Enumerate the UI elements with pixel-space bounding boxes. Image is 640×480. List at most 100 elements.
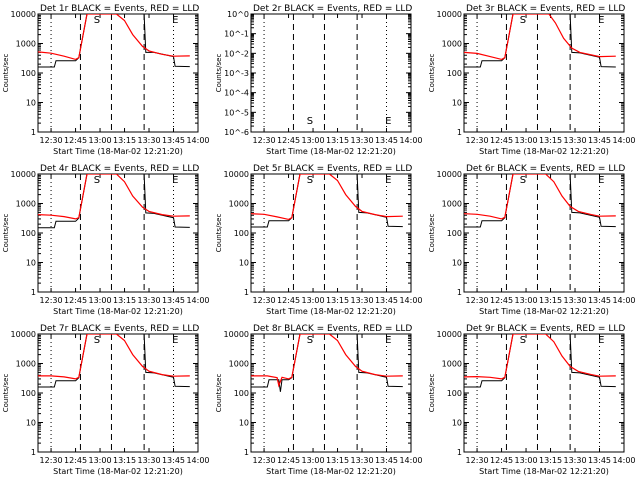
x-tick-label: 14:00 (186, 456, 209, 465)
flag-marker-s: S (520, 335, 526, 346)
x-tick-label: 13:00 (515, 136, 538, 145)
chart-title: Det 2r BLACK = Events, RED = LLD (253, 4, 412, 14)
x-axis-label: Start Time (18-Mar-02 12:21:20) (266, 467, 396, 476)
events-series-line (251, 334, 403, 392)
x-tick-label: 13:15 (326, 136, 349, 145)
flag-marker-e: E (172, 15, 178, 26)
x-axis-label: Start Time (18-Mar-02 12:21:20) (53, 147, 183, 156)
x-axis-label: Start Time (18-Mar-02 12:21:20) (479, 467, 609, 476)
x-tick-label: 13:30 (350, 136, 373, 145)
flag-marker-e: E (385, 116, 391, 127)
detector-panel-7: Det 7r BLACK = Events, RED = LLD 12:30 12:… (2, 324, 210, 476)
events-series-line (464, 174, 616, 228)
y-tick-label: 1000 (442, 40, 462, 49)
detector-panel-2: Det 2r BLACK = Events, RED = LLD 12:30 12:… (215, 4, 423, 156)
chart-title: Det 6r BLACK = Events, RED = LLD (466, 164, 625, 174)
chart-title: Det 9r BLACK = Events, RED = LLD (466, 324, 625, 334)
y-tick-label: 10^-4 (224, 89, 249, 98)
flag-marker-e: E (172, 175, 178, 186)
x-tick-label: 12:30 (253, 136, 276, 145)
x-tick-label: 13:30 (137, 456, 160, 465)
y-tick-label: 10^-2 (224, 49, 249, 58)
y-tick-label: 100 (447, 389, 462, 398)
x-tick-label: 12:30 (466, 136, 489, 145)
detector-panel-4: Det 4r BLACK = Events, RED = LLD 12:30 12:… (2, 164, 210, 316)
x-tick-label: 14:00 (186, 296, 209, 305)
y-axis-label: Counts/sec (2, 214, 10, 253)
flag-marker-e: E (385, 335, 391, 346)
y-tick-label: 1 (31, 448, 36, 457)
chart-title: Det 5r BLACK = Events, RED = LLD (253, 164, 412, 174)
x-tick-label: 14:00 (612, 136, 635, 145)
flag-marker-s: S (94, 335, 100, 346)
x-tick-label: 12:45 (490, 456, 513, 465)
x-tick-label: 13:00 (302, 136, 325, 145)
y-tick-label: 1 (31, 288, 36, 297)
x-tick-label: 13:30 (563, 296, 586, 305)
y-axis-label: Counts/sec (215, 374, 223, 413)
x-tick-label: 13:00 (89, 136, 112, 145)
y-tick-label: 10^-6 (224, 128, 249, 137)
y-tick-label: 1000 (442, 200, 462, 209)
y-tick-label: 1 (457, 128, 462, 137)
lld-series-line (251, 174, 403, 221)
flag-marker-s: S (307, 335, 313, 346)
y-axis-label: Counts/sec (428, 374, 436, 413)
y-tick-label: 10^-5 (224, 108, 249, 117)
x-tick-label: 13:00 (515, 456, 538, 465)
y-tick-label: 1000 (442, 360, 462, 369)
events-series-line (464, 14, 616, 68)
y-tick-label: 10000 (11, 170, 36, 179)
y-tick-label: 10 (452, 259, 462, 268)
lld-series-line (38, 14, 190, 61)
x-axis-label: Start Time (18-Mar-02 12:21:20) (53, 467, 183, 476)
detector-panel-9: Det 9r BLACK = Events, RED = LLD 12:30 12:… (428, 324, 636, 476)
x-tick-label: 13:45 (588, 296, 611, 305)
detector-panel-6: Det 6r BLACK = Events, RED = LLD 12:30 12:… (428, 164, 636, 316)
y-tick-label: 10000 (11, 330, 36, 339)
y-axis-label: Counts/sec (428, 54, 436, 93)
lld-series-line (464, 14, 616, 61)
chart-title: Det 4r BLACK = Events, RED = LLD (40, 164, 199, 174)
x-tick-label: 13:30 (137, 136, 160, 145)
y-axis-label: Counts/sec (2, 54, 10, 93)
events-series-line (38, 14, 190, 68)
x-tick-label: 12:45 (64, 296, 87, 305)
lld-series-line (464, 334, 616, 380)
x-tick-label: 13:30 (137, 296, 160, 305)
y-tick-label: 100 (234, 389, 249, 398)
detector-panel-1: Det 1r BLACK = Events, RED = LLD 12:30 12:… (2, 4, 210, 156)
chart-title: Det 3r BLACK = Events, RED = LLD (466, 4, 625, 14)
flag-marker-s: S (307, 116, 313, 127)
y-tick-label: 1000 (229, 200, 249, 209)
detector-panel-3: Det 3r BLACK = Events, RED = LLD 12:30 12:… (428, 4, 636, 156)
y-tick-label: 10 (26, 259, 36, 268)
y-tick-label: 10000 (437, 10, 462, 19)
lld-series-line (38, 334, 190, 380)
x-tick-label: 12:45 (277, 136, 300, 145)
x-tick-label: 13:00 (89, 456, 112, 465)
x-tick-label: 14:00 (399, 136, 422, 145)
y-tick-label: 10000 (437, 170, 462, 179)
x-tick-label: 14:00 (399, 296, 422, 305)
flag-marker-s: S (520, 15, 526, 26)
y-tick-label: 10 (239, 419, 249, 428)
y-tick-label: 100 (21, 389, 36, 398)
events-series-line (251, 174, 403, 228)
y-tick-label: 1 (244, 448, 249, 457)
y-tick-label: 10 (26, 419, 36, 428)
events-series-line (38, 174, 190, 229)
x-axis-label: Start Time (18-Mar-02 12:21:20) (479, 307, 609, 316)
y-tick-label: 10 (452, 99, 462, 108)
x-tick-label: 13:45 (375, 456, 398, 465)
events-series-line (464, 334, 616, 388)
y-tick-label: 10 (452, 419, 462, 428)
x-tick-label: 13:00 (515, 296, 538, 305)
flag-marker-s: S (94, 175, 100, 186)
x-tick-label: 13:45 (162, 456, 185, 465)
x-tick-label: 13:45 (162, 296, 185, 305)
y-tick-label: 10000 (224, 170, 249, 179)
x-tick-label: 14:00 (612, 296, 635, 305)
x-tick-label: 13:45 (375, 296, 398, 305)
